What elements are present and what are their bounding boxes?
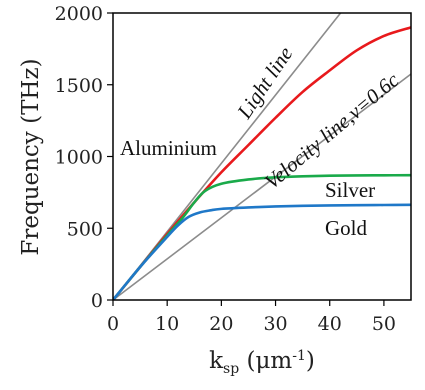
y-tick-label-0: 0	[91, 290, 103, 312]
light-line-label: Light line	[232, 42, 298, 123]
series-layer	[113, 13, 411, 300]
x-axis-title: ksp (μm-1)	[209, 348, 315, 377]
series-line-velocity-line-v-0-6c	[113, 73, 411, 300]
series-line-gold	[113, 203, 411, 300]
x-tick-label-50: 50	[372, 313, 396, 335]
y-tick-label-1000: 1000	[55, 147, 103, 169]
silver-label: Silver	[325, 178, 375, 202]
y-axis-title: Frequency (THz)	[18, 58, 44, 255]
x-axis-title-main: k	[209, 348, 224, 374]
y-tick-label-2000: 2000	[55, 3, 103, 25]
x-tick-label-40: 40	[318, 313, 342, 335]
y-tick-label-500: 500	[67, 218, 103, 240]
x-tick-label-10: 10	[155, 313, 179, 335]
y-tick-label-1500: 1500	[55, 75, 103, 97]
x-axis-title-unit: (μm	[239, 348, 292, 374]
x-tick-label-20: 20	[209, 313, 233, 335]
x-tick-label-30: 30	[263, 313, 287, 335]
x-axis-title-unit-sup: -1	[292, 348, 306, 364]
aluminium-label: Aluminium	[120, 136, 217, 160]
gold-label: Gold	[325, 216, 368, 240]
x-tick-label-0: 0	[107, 313, 119, 335]
x-axis-title-sub: sp	[223, 361, 239, 377]
x-axis-title-unit-close: )	[306, 348, 315, 374]
